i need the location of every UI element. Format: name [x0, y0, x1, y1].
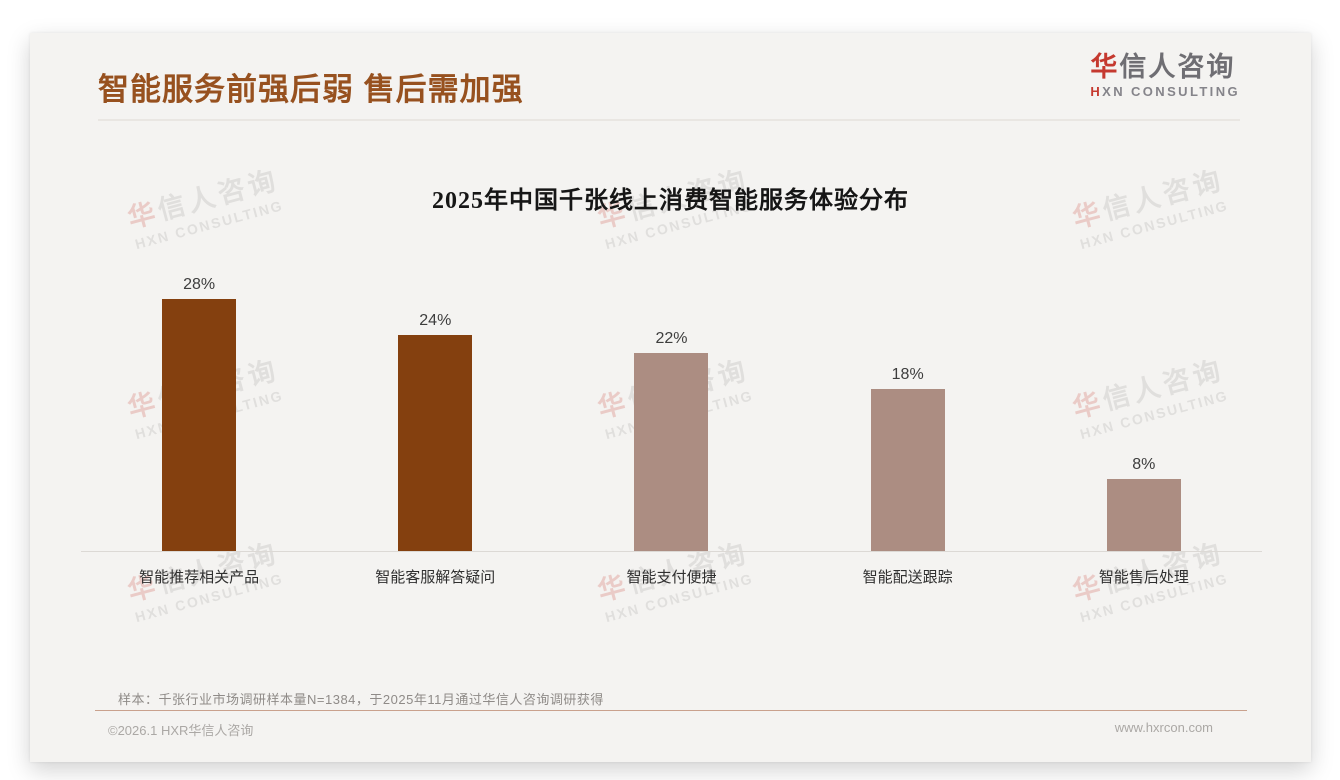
bar-column: 28%	[81, 277, 317, 551]
bar-value-label: 8%	[1132, 456, 1156, 473]
header-divider	[98, 119, 1240, 121]
bar-chart: 28% 24% 22% 18% 8%	[81, 271, 1262, 552]
bar	[1106, 479, 1181, 551]
page-title: 智能服务前强后弱 售后需加强	[98, 72, 524, 107]
bar-value-label: 28%	[183, 276, 216, 293]
bar-column: 22%	[553, 331, 789, 551]
footer-divider	[95, 710, 1247, 711]
bar-value-label: 24%	[419, 312, 452, 329]
bar	[162, 299, 237, 551]
website-url: www.hxrcon.com	[1114, 720, 1213, 735]
copyright-text: ©2026.1 HXR华信人咨询	[108, 723, 254, 738]
bar	[398, 335, 473, 551]
sample-footnote: 样本：千张行业市场调研样本量N=1384，于2025年11月通过华信人咨询调研获…	[118, 692, 604, 707]
bar	[870, 389, 945, 551]
bar-value-label: 18%	[891, 366, 924, 383]
bar-column: 8%	[1026, 457, 1262, 551]
logo-wordmark: 华信人咨询	[1090, 52, 1240, 83]
logo-sub-rest: XN CONSULTING	[1102, 83, 1240, 99]
category-label: 智能支付便捷	[626, 569, 717, 586]
logo-accent-char: 华	[1090, 52, 1120, 82]
chart-title: 2025年中国千张线上消费智能服务体验分布	[432, 188, 909, 214]
bar-value-label: 22%	[655, 330, 688, 347]
bar-column: 24%	[317, 313, 553, 551]
category-label: 智能配送跟踪	[862, 569, 953, 586]
bar	[634, 353, 709, 551]
report-card: 智能服务前强后弱 售后需加强 华信人咨询 HXN CONSULTING 华信人咨…	[30, 33, 1311, 762]
bar-column: 18%	[790, 367, 1026, 551]
logo-sub-accent: H	[1090, 83, 1103, 99]
company-logo: 华信人咨询 HXN CONSULTING	[1090, 52, 1240, 99]
bars-row: 28% 24% 22% 18% 8%	[81, 271, 1262, 551]
category-label: 智能售后处理	[1098, 569, 1189, 586]
category-labels-row: 智能推荐相关产品 智能客服解答疑问 智能支付便捷 智能配送跟踪 智能售后处理	[81, 566, 1262, 587]
logo-subtitle: HXN CONSULTING	[1090, 83, 1240, 99]
logo-rest-chars: 信人咨询	[1119, 52, 1236, 82]
category-label: 智能客服解答疑问	[375, 569, 496, 586]
category-label: 智能推荐相关产品	[139, 569, 260, 586]
